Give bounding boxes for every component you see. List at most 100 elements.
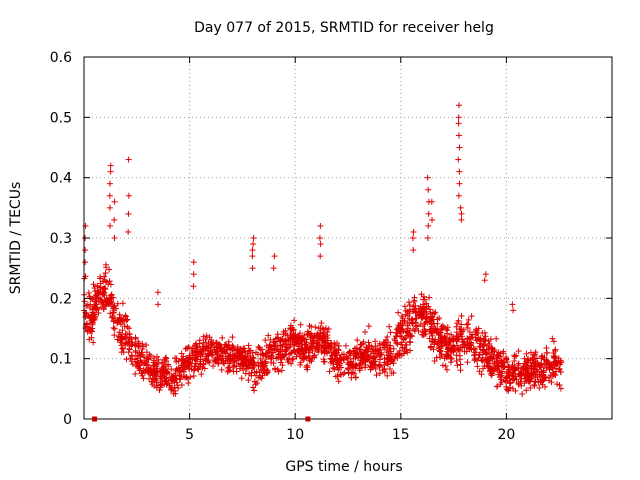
- data-point: [322, 338, 329, 345]
- data-point: [213, 343, 220, 350]
- data-point: [367, 362, 374, 369]
- data-point: [456, 168, 463, 175]
- data-point: [259, 350, 266, 357]
- data-point: [426, 294, 433, 301]
- data-point: [230, 344, 237, 351]
- data-point: [515, 362, 522, 369]
- data-point: [300, 355, 307, 362]
- data-point: [203, 332, 210, 339]
- data-point: [85, 289, 92, 296]
- data-point: [173, 365, 180, 372]
- data-point: [82, 222, 89, 229]
- data-point: [82, 259, 89, 266]
- data-point: [149, 381, 156, 388]
- data-point: [190, 259, 197, 266]
- data-point: [90, 312, 97, 319]
- data-point: [289, 339, 296, 346]
- data-point: [524, 374, 531, 381]
- data-point: [143, 359, 150, 366]
- data-point: [200, 333, 207, 340]
- data-point: [153, 377, 160, 384]
- data-point: [417, 303, 424, 310]
- data-point: [82, 314, 89, 321]
- data-point: [305, 330, 312, 337]
- data-point: [389, 358, 396, 365]
- data-point: [233, 363, 240, 370]
- data-point: [112, 305, 119, 312]
- data-point: [176, 371, 183, 378]
- data-point: [208, 341, 215, 348]
- data-point: [282, 337, 289, 344]
- data-point: [237, 361, 244, 368]
- data-point: [391, 335, 398, 342]
- data-point: [156, 387, 163, 394]
- data-point: [190, 283, 197, 290]
- data-point: [249, 265, 256, 272]
- data-point: [90, 339, 97, 346]
- data-point: [102, 270, 109, 277]
- data-point: [229, 345, 236, 352]
- data-point: [522, 365, 529, 372]
- data-point: [121, 323, 128, 330]
- data-point: [114, 300, 121, 307]
- data-point: [367, 363, 374, 370]
- data-point: [275, 334, 282, 341]
- data-point: [506, 364, 513, 371]
- data-point: [96, 296, 103, 303]
- data-point: [453, 337, 460, 344]
- data-point: [272, 343, 279, 350]
- data-point: [206, 359, 213, 366]
- data-point: [271, 365, 278, 372]
- data-point: [335, 347, 342, 354]
- data-point: [458, 210, 465, 217]
- data-point: [345, 370, 352, 377]
- data-point: [163, 374, 170, 381]
- data-point: [101, 273, 108, 280]
- data-point: [126, 331, 133, 338]
- data-point: [171, 375, 178, 382]
- data-point: [453, 357, 460, 364]
- data-point: [541, 374, 548, 381]
- data-point: [302, 345, 309, 352]
- data-point: [315, 348, 322, 355]
- data-point: [361, 358, 368, 365]
- data-point: [436, 315, 443, 322]
- data-point: [194, 365, 201, 372]
- data-point: [123, 335, 130, 342]
- data-point: [119, 300, 126, 307]
- data-point: [131, 341, 138, 348]
- data-point: [235, 352, 242, 359]
- data-point: [401, 303, 408, 310]
- data-point: [293, 337, 300, 344]
- data-point: [280, 352, 287, 359]
- y-tick-label: 0.1: [50, 352, 72, 368]
- data-point: [251, 387, 258, 394]
- data-point: [333, 355, 340, 362]
- data-point: [423, 315, 430, 322]
- data-point: [132, 347, 139, 354]
- data-point: [385, 361, 392, 368]
- data-point: [455, 192, 462, 199]
- data-point: [193, 348, 200, 355]
- data-point: [153, 371, 160, 378]
- data-point: [218, 348, 225, 355]
- data-point: [267, 336, 274, 343]
- tick-labels: 0 5 10 15 20 0 0.1 0.2 0.3 0.4 0.5 0.6: [50, 50, 516, 443]
- data-point: [266, 349, 273, 356]
- data-point: [453, 323, 460, 330]
- data-point: [280, 331, 287, 338]
- data-point: [475, 325, 482, 332]
- data-point: [464, 335, 471, 342]
- data-point: [172, 376, 179, 383]
- data-point: [200, 360, 207, 367]
- data-point: [168, 386, 175, 393]
- data-point: [459, 344, 466, 351]
- data-point: [229, 355, 236, 362]
- data-point: [225, 353, 232, 360]
- data-point: [97, 304, 104, 311]
- data-point: [480, 365, 487, 372]
- data-point: [536, 363, 543, 370]
- data-point: [457, 361, 464, 368]
- data-point: [410, 247, 417, 254]
- data-point: [474, 357, 481, 364]
